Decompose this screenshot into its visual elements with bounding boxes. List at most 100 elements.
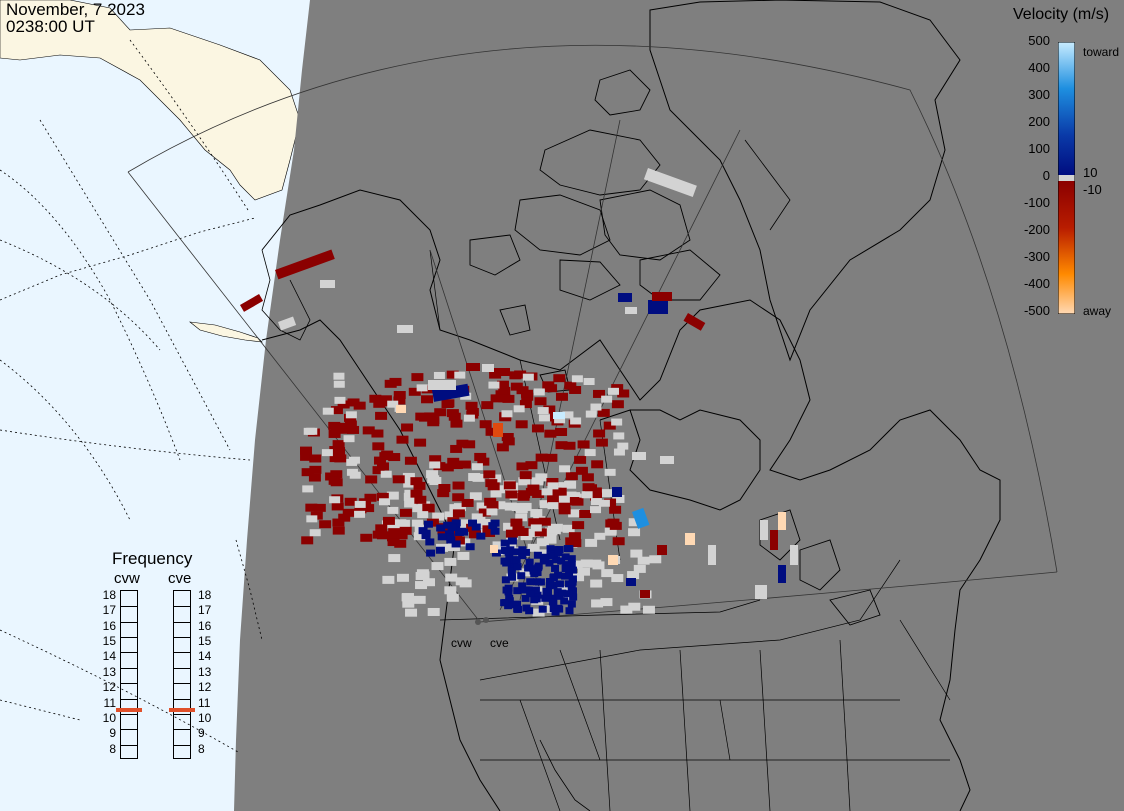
freq-label-right-8: 8: [198, 741, 205, 756]
scatter-cell: [547, 495, 560, 504]
scatter-cell: [331, 502, 344, 511]
scatter-cell: [551, 608, 560, 616]
scatter-cell: [533, 591, 542, 599]
scatter-cell: [432, 383, 470, 402]
scatter-cell: [503, 522, 516, 531]
scatter-cell: [558, 506, 571, 515]
scatter-cell: [437, 489, 450, 498]
freq-radar-cve: cve: [168, 570, 192, 587]
colorbar-mark-10: 10: [1083, 165, 1098, 180]
scatter-cell: [627, 571, 640, 580]
scatter-cell: [507, 567, 516, 575]
scatter-cell: [564, 590, 573, 598]
scatter-cell: [441, 400, 454, 409]
scatter-cell: [611, 400, 624, 409]
scatter-cell: [375, 524, 388, 533]
toward-label: toward: [1083, 45, 1120, 59]
scatter-cell: [525, 558, 534, 566]
scatter-cell: [395, 531, 408, 540]
freq-tick: [173, 713, 191, 715]
scatter-cell: [309, 454, 322, 463]
scatter-cell: [534, 528, 547, 537]
scatter-cell: [642, 605, 655, 614]
scatter-cell: [490, 368, 510, 376]
scatter-cell: [524, 564, 533, 572]
colorbar-tick-0: 500: [1028, 33, 1050, 48]
scatter-cell: [532, 608, 545, 617]
scatter-cell: [490, 394, 503, 403]
scatter-cell: [346, 458, 358, 466]
scatter-cell: [554, 482, 567, 491]
scatter-cell: [468, 530, 481, 539]
scatter-cell: [569, 593, 578, 601]
scatter-cell: [410, 477, 423, 486]
scatter-cell: [544, 535, 557, 544]
freq-label-right-15: 15: [198, 634, 212, 649]
scatter-cell: [565, 472, 578, 481]
site-label-cvw: cvw: [451, 636, 472, 650]
scatter-cell: [397, 325, 413, 333]
scatter-cell: [498, 394, 511, 403]
scatter-cell: [489, 474, 502, 483]
freq-label-right-9: 9: [198, 726, 205, 741]
freq-label-right-12: 12: [198, 680, 212, 695]
scatter-cell: [510, 518, 523, 527]
scatter-cell: [344, 420, 357, 429]
radar-site-dot: [475, 619, 481, 625]
freq-tick: [173, 744, 191, 746]
scatter-cell: [449, 504, 462, 513]
colorbar-tick-1: 400: [1028, 60, 1050, 75]
scatter-cell: [302, 485, 314, 493]
scatter-cell: [555, 441, 568, 450]
scatter-cell: [429, 455, 442, 464]
scatter-cell: [526, 578, 535, 586]
freq-scale-cvw: [120, 590, 138, 759]
scatter-cell: [313, 503, 326, 512]
scatter-cell: [466, 363, 480, 371]
west-coast: [261, 319, 501, 811]
scatter-cell: [451, 519, 461, 527]
scatter-cell: [319, 520, 332, 529]
scatter-cell: [551, 564, 560, 572]
scatter-cell: [379, 498, 391, 506]
scatter-cell: [554, 571, 563, 579]
scatter-cell: [412, 519, 424, 527]
scatter-cell: [471, 523, 481, 531]
scatter-cell: [484, 497, 497, 506]
freq-tick: [173, 606, 191, 608]
scatter-cell: [560, 597, 569, 605]
scatter-cell: [301, 536, 314, 545]
scatter-cell: [620, 605, 633, 614]
scatter-cell: [545, 582, 554, 590]
scatter-cell: [512, 548, 521, 556]
scatter-cell: [643, 168, 697, 198]
scatter-cell: [505, 529, 518, 538]
freq-label-left-16: 16: [102, 618, 116, 633]
scatter-cell: [530, 596, 539, 604]
scatter-cell: [414, 438, 427, 447]
velocity-legend-title: Velocity (m/s): [1013, 6, 1110, 23]
scatter-cell: [533, 388, 545, 396]
scatter-cell: [527, 484, 540, 493]
scatter-cell: [396, 435, 409, 444]
scatter-cell: [504, 548, 513, 556]
freq-tick: [173, 637, 191, 639]
scatter-cell: [402, 599, 415, 608]
scatter-cell: [399, 508, 412, 517]
scatter-cell: [536, 538, 549, 547]
scatter-cell: [519, 471, 532, 480]
scatter-cell: [434, 408, 447, 417]
scatter-cell: [342, 508, 355, 517]
scatter-cell: [308, 473, 321, 482]
scatter-cell: [601, 489, 614, 498]
scatter-cell: [332, 440, 345, 449]
scatter-cell: [483, 470, 496, 479]
scatter-cell: [493, 423, 503, 437]
scatter-cell: [541, 488, 553, 496]
scatter-cell: [568, 578, 577, 586]
freq-label-left-18: 18: [102, 588, 116, 602]
freq-label-left-13: 13: [102, 664, 116, 679]
scatter-cell: [485, 427, 498, 436]
scatter-cell: [425, 538, 435, 546]
scatter-cell: [567, 561, 576, 569]
